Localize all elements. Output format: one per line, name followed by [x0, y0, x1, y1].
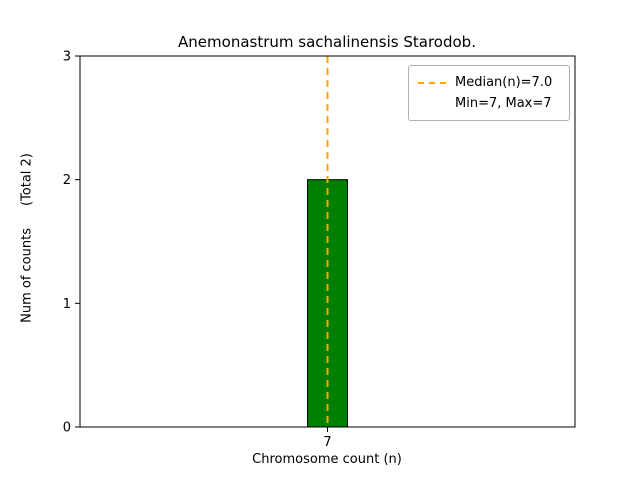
y-axis-label-text: Num of counts: [19, 228, 35, 323]
legend-entry-median: Median(n)=7.0: [418, 72, 560, 93]
chart-title: Anemonastrum sachalinensis Starodob.: [178, 33, 476, 51]
y-axis-total-text: (Total 2): [19, 153, 35, 207]
y-tick-label: 3: [63, 50, 71, 65]
y-tick-label: 2: [63, 173, 71, 188]
y-tick-label: 0: [63, 421, 71, 436]
legend-entry-minmax: Min=7, Max=7: [418, 93, 560, 114]
y-tick-label: 1: [63, 297, 71, 312]
legend-label-minmax: Min=7, Max=7: [455, 96, 552, 111]
y-axis-label: Num of counts (Total 2): [20, 153, 35, 323]
x-axis-label: Chromosome count (n): [252, 452, 402, 467]
legend-label-median: Median(n)=7.0: [455, 75, 553, 90]
legend: Median(n)=7.0 Min=7, Max=7: [408, 65, 570, 121]
x-tick-label: 7: [323, 435, 331, 450]
median-dashed-line-icon: [418, 81, 446, 84]
